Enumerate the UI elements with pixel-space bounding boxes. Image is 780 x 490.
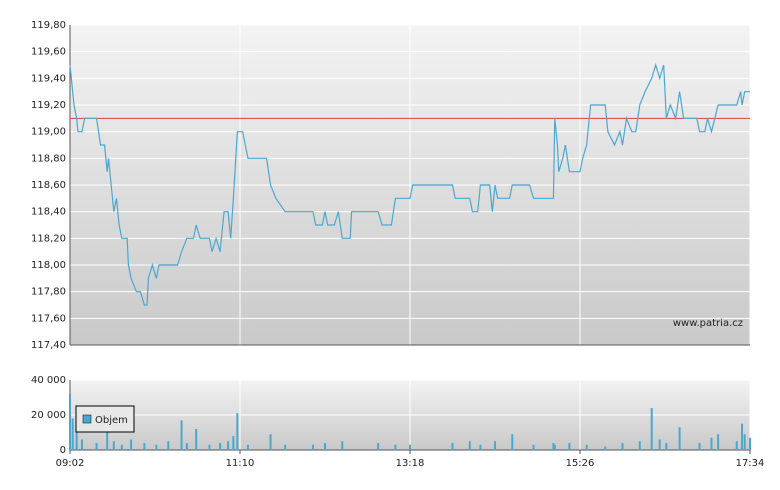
volume-bar xyxy=(604,446,607,450)
y-tick-label: 118,00 xyxy=(31,260,66,271)
volume-bar xyxy=(665,443,668,450)
volume-bar xyxy=(479,444,482,450)
y-tick-label: 40 000 xyxy=(31,375,66,386)
y-tick-label: 119,20 xyxy=(31,100,66,111)
volume-bar xyxy=(743,434,746,450)
volume-bar xyxy=(494,441,496,450)
y-tick-label: 118,40 xyxy=(31,207,66,218)
volume-bar xyxy=(236,413,239,450)
volume-bar xyxy=(735,441,738,450)
volume-bar xyxy=(409,444,411,450)
volume-bar xyxy=(155,444,158,450)
y-tick-label: 119,60 xyxy=(31,47,66,58)
x-tick-label: 15:26 xyxy=(566,458,595,469)
volume-bar xyxy=(377,443,380,450)
volume-bar xyxy=(269,434,272,450)
y-tick-label: 118,60 xyxy=(31,180,66,191)
y-tick-label: 119,80 xyxy=(31,20,66,31)
y-tick-label: 119,00 xyxy=(31,127,66,138)
y-tick-label: 117,60 xyxy=(31,313,66,324)
volume-bar xyxy=(638,441,641,450)
volume-bar xyxy=(219,443,222,450)
volume-bar xyxy=(451,443,454,450)
y-tick-label: 20 000 xyxy=(31,410,66,421)
volume-bar xyxy=(195,429,198,450)
volume-bar xyxy=(75,432,78,450)
y-tick-label: 0 xyxy=(60,445,66,456)
volume-bar xyxy=(741,423,744,450)
volume-bar xyxy=(698,443,701,450)
x-tick-label: 11:10 xyxy=(226,458,255,469)
volume-bar xyxy=(246,444,249,450)
x-tick-label: 09:02 xyxy=(56,458,85,469)
volume-bar xyxy=(167,441,170,450)
x-tick-label: 13:18 xyxy=(396,458,425,469)
volume-bar xyxy=(511,434,514,450)
volume-bar xyxy=(284,444,287,450)
legend-swatch xyxy=(82,414,92,424)
y-tick-label: 118,80 xyxy=(31,153,66,164)
volume-bar xyxy=(130,439,133,450)
volume-bar xyxy=(80,439,83,450)
volume-bar xyxy=(185,443,188,450)
volume-bar xyxy=(180,420,183,450)
volume-bar xyxy=(717,434,720,450)
volume-bar xyxy=(678,427,681,450)
volume-bar xyxy=(95,443,98,450)
volume-bar xyxy=(552,443,555,450)
volume-bar xyxy=(710,437,713,450)
volume-bar xyxy=(341,441,344,450)
y-tick-label: 117,80 xyxy=(31,287,66,298)
volume-bar xyxy=(394,444,397,450)
volume-bar xyxy=(120,444,123,450)
y-tick-label: 117,40 xyxy=(31,340,66,351)
price-line xyxy=(69,62,750,306)
volume-bar xyxy=(312,444,315,450)
volume-bar xyxy=(585,444,588,450)
volume-bar xyxy=(227,441,230,450)
volume-bar xyxy=(106,429,109,450)
volume-bar xyxy=(468,441,471,450)
volume-bar xyxy=(568,443,571,450)
y-tick-label: 119,40 xyxy=(31,73,66,84)
volume-bar xyxy=(324,443,326,450)
volume-bar xyxy=(208,444,211,450)
volume-bar xyxy=(749,437,751,450)
volume-bar xyxy=(143,443,146,450)
volume-bar xyxy=(71,418,74,450)
volume-bar xyxy=(650,408,653,450)
legend-label: Objem xyxy=(95,415,128,426)
volume-bar xyxy=(69,394,71,450)
volume-bar xyxy=(658,439,661,450)
volume-bar xyxy=(553,444,556,450)
y-tick-label: 118,20 xyxy=(31,233,66,244)
volume-bar xyxy=(532,444,535,450)
x-tick-label: 17:34 xyxy=(736,458,765,469)
volume-bar xyxy=(112,441,115,450)
watermark: www.patria.cz xyxy=(673,318,743,329)
volume-bar xyxy=(621,443,624,450)
volume-bar xyxy=(232,436,235,450)
